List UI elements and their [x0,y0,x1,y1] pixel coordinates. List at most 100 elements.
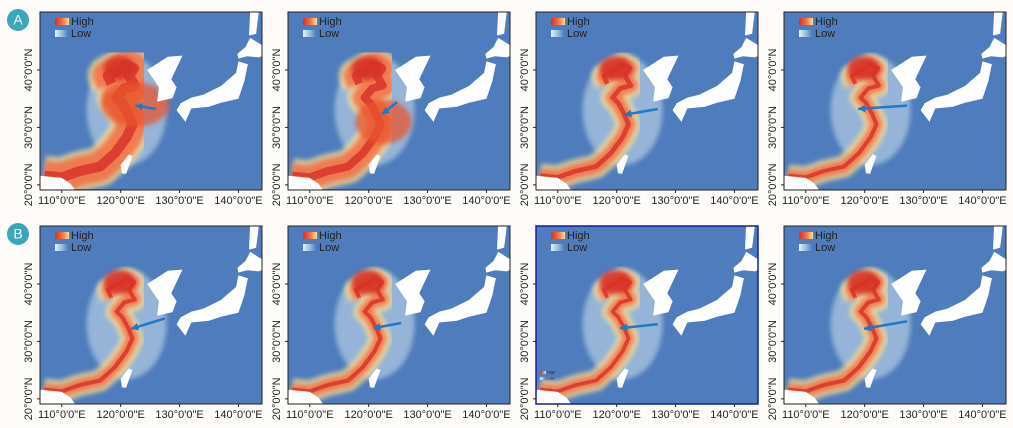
land [424,275,496,336]
land [147,55,183,102]
map-frame [783,11,1007,191]
x-tick-label: 130°0'0"E [651,195,699,207]
y-tick-label: 20°0'0"N [23,163,35,206]
panel-label: B [13,226,22,242]
inset-low-swatch [540,377,546,380]
land [672,61,744,122]
map-frame [287,11,511,191]
y-tick-label: 40°0'0"N [519,49,531,92]
land [237,251,262,273]
land [249,226,259,250]
legend-high: High [815,230,838,242]
x-tick-label: 110°0'0"E [286,409,334,421]
arrow-head [624,109,632,118]
legend-high-swatch [55,18,69,25]
legend-high: High [71,230,94,242]
x-tick-label: 130°0'0"E [403,195,451,207]
map-body [536,226,758,404]
y-tick-label: 40°0'0"N [23,49,35,92]
bohai-hot [599,270,632,295]
y-tick-label: 30°0'0"N [271,320,283,363]
legend-low-swatch [551,30,565,37]
x-tick-label: 140°0'0"E [214,195,262,207]
arrow-head [135,102,143,111]
legend-low: Low [319,242,339,254]
legend-low: Low [815,242,835,254]
panel-row: A [7,9,29,31]
y-tick-label: 40°0'0"N [767,49,779,92]
legend-high-swatch [799,232,813,239]
legend-low: Low [71,242,91,254]
land [733,37,758,59]
land [120,368,133,388]
land [981,251,1006,273]
map-body [288,12,510,190]
shift-arrow [858,104,908,111]
legend-low-swatch [303,30,317,37]
land [733,251,758,273]
map-body [288,226,510,404]
x-tick-label: 110°0'0"E [534,409,582,421]
y-tick-label: 20°0'0"N [271,163,283,206]
land [864,154,877,174]
x-tick-label: 110°0'0"E [534,195,582,207]
x-tick-label: 110°0'0"E [38,409,86,421]
legend-high: High [567,230,590,242]
land [288,175,324,190]
y-tick-label: 40°0'0"N [271,49,283,92]
land [920,61,992,122]
land [993,12,1003,36]
y-tick-label: 40°0'0"N [767,263,779,306]
x-tick-label: 140°0'0"E [462,195,510,207]
land [120,154,133,174]
x-tick-label: 130°0'0"E [155,195,203,207]
land [176,275,248,336]
x-tick-label: 120°0'0"E [593,195,641,207]
land [176,61,248,122]
y-tick-label: 20°0'0"N [519,163,531,206]
x-tick-label: 120°0'0"E [841,195,889,207]
land [40,175,76,190]
legend-high: High [319,16,342,28]
arrow-head [858,104,866,113]
y-tick-label: 20°0'0"N [23,377,35,420]
map-body [40,226,262,404]
legend-low-swatch [55,244,69,251]
land [536,389,572,404]
map-body [536,12,758,190]
land [497,12,507,36]
land [368,154,381,174]
x-tick-label: 140°0'0"E [710,409,758,421]
y-tick-label: 40°0'0"N [23,263,35,306]
yellow-sea-hot [101,82,170,127]
land [864,368,877,388]
land [424,61,496,122]
land [249,12,259,36]
land [395,269,431,316]
legend-low: Low [567,242,587,254]
y-tick-label: 40°0'0"N [271,263,283,306]
land [891,269,927,316]
map-frame [287,225,511,405]
bohai-hot [351,56,384,81]
land [784,175,820,190]
arrow-head [382,106,391,115]
x-tick-label: 110°0'0"E [286,195,334,207]
bohai-hot [847,56,880,81]
legend-high: High [319,230,342,242]
legend-high-swatch [551,232,565,239]
inset-high-swatch [540,371,546,374]
arrow-head [131,323,140,331]
y-tick-label: 20°0'0"N [519,377,531,420]
map-frame [535,225,759,405]
legend-low-swatch [303,244,317,251]
legend-high-swatch [551,18,565,25]
legend-low-swatch [799,30,813,37]
arrow-head [620,323,628,332]
y-tick-label: 30°0'0"N [23,106,35,149]
